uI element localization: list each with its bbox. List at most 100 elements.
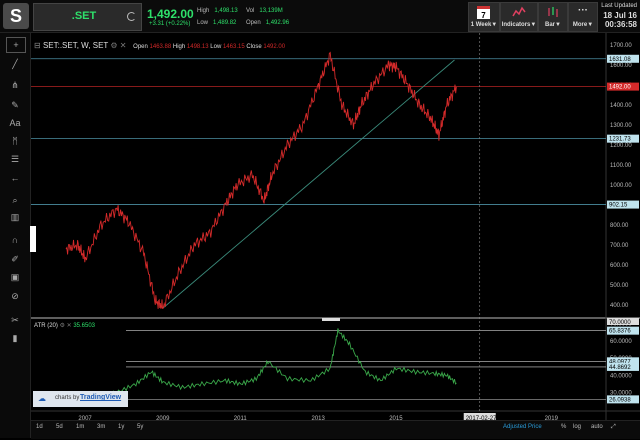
period-label: 1 Week▼ (470, 22, 498, 28)
x-tick-label: 2015 (389, 416, 403, 422)
symbol-search-box[interactable]: .SET (33, 3, 142, 31)
bar-type-button[interactable]: Bar▼ (538, 2, 568, 32)
legend-low-label: Low (210, 44, 222, 50)
range-5y[interactable]: 5y (137, 424, 144, 430)
legend-open-value: 1463.88 (149, 44, 172, 50)
lock-icon[interactable]: ▣ (10, 272, 20, 282)
last-updated-time: 00:36:58 (604, 20, 637, 29)
brush-icon[interactable]: ✎ (11, 100, 19, 110)
atr-tick-label: 40.0000 (610, 373, 632, 379)
y-tick-label: 1400.00 (610, 103, 632, 109)
text-tool-icon[interactable]: Aa (9, 118, 21, 128)
more-button[interactable]: ··· More▼ (568, 2, 598, 32)
range-3m[interactable]: 3m (97, 424, 106, 430)
trend-line-icon[interactable]: ╱ (12, 59, 18, 69)
indicators-button[interactable]: Indicators▼ (500, 2, 538, 32)
atr-legend: ATR (20) ⚙ ✕ 35.6503 (34, 322, 95, 329)
range-1m[interactable]: 1m (76, 424, 85, 430)
cloud-icon: ☁ (38, 394, 46, 403)
legend-settings-icon[interactable]: ⚙ ✕ (110, 41, 127, 50)
pitchfork-icon[interactable]: ⋔ (11, 80, 19, 90)
drawing-toolbar: + ╱ ⋔ ✎ Aa ᛗ ☰ ← ⌕ ▥ ∩ ✐ ▣ ⊘ ✂ ▮ (0, 33, 36, 438)
atr-settings-icon[interactable]: ⚙ ✕ (59, 323, 72, 329)
price-axis-highlight-label: 1231.73 (609, 137, 631, 143)
quote-low-label: Low (197, 20, 209, 26)
atr-value: 35.6503 (73, 323, 96, 329)
chart-area[interactable]: 400.00500.00600.00700.00800.00900.001000… (31, 33, 640, 438)
x-tick-label: 2009 (156, 416, 170, 422)
legend-open-label: Open (133, 44, 148, 50)
app-logo-icon[interactable]: S (3, 3, 29, 29)
atr-axis-highlight (607, 357, 639, 366)
price-axis-highlight (607, 134, 639, 143)
tradingview-branding[interactable]: ☁ charts by TradingView (33, 391, 128, 407)
bottom-bar: 1d 5d 1m 3m 1y 5y Adjusted Price % log a… (31, 420, 640, 439)
indicators-icon (512, 6, 526, 17)
magnet-icon[interactable]: ∩ (11, 235, 19, 245)
bar-type-label: Bar▼ (545, 22, 561, 28)
y-tick-label: 1200.00 (610, 143, 632, 149)
adjusted-price-toggle[interactable]: Adjusted Price (503, 424, 542, 430)
price-axis-highlight (607, 54, 639, 63)
more-dots-icon: ··· (578, 5, 588, 16)
last-updated-label: Last Updated (601, 3, 637, 9)
range-1y[interactable]: 1y (118, 424, 125, 430)
log-toggle[interactable]: log (573, 424, 582, 430)
quote-vol-value: 13,139M (259, 8, 283, 14)
bar-chart-icon (548, 7, 558, 17)
ruler-icon[interactable]: ▥ (10, 212, 20, 222)
last-price: 1,492.00 (147, 7, 194, 21)
price-chart[interactable]: 400.00500.00600.00700.00800.00900.001000… (31, 33, 640, 438)
y-tick-label: 600.00 (610, 263, 629, 269)
range-5d[interactable]: 5d (56, 424, 63, 430)
legend-close-label: Close (246, 44, 262, 50)
x-tick-label: 2007 (78, 416, 92, 422)
period-button[interactable]: 7 1 Week▼ (468, 2, 500, 32)
y-tick-label: 1700.00 (610, 43, 632, 49)
atr-axis-highlight-label: 65.8376 (609, 329, 631, 335)
pattern-icon[interactable]: ᛗ (12, 136, 18, 146)
calendar-icon: 7 (477, 6, 490, 20)
quote-open-value: 1,492.96 (265, 20, 290, 26)
price-axis-highlight-label: 1631.08 (609, 57, 631, 63)
remove-drawings-icon[interactable]: ✂ (11, 315, 19, 325)
atr-axis-highlight (607, 362, 639, 371)
price-axis-highlight (607, 200, 639, 209)
x-tick-label: 2011 (234, 416, 248, 422)
hide-drawings-icon[interactable]: ⊘ (11, 291, 19, 301)
chart-legend: ⊟ SET:.SET, W, SET ⚙ ✕ Open 1463.88 High… (34, 41, 285, 50)
legend-close-value: 1492.00 (263, 44, 286, 50)
refresh-icon[interactable] (127, 12, 136, 21)
atr-axis-highlight (607, 326, 639, 335)
fullscreen-icon[interactable]: ⤢ (611, 424, 616, 430)
x-tick-label: 2019 (545, 416, 559, 422)
atr-label: ATR (20) (34, 323, 58, 329)
y-tick-label: 1000.00 (610, 183, 632, 189)
branding-link[interactable]: TradingView (80, 394, 122, 401)
quote-open-label: Open (246, 20, 261, 26)
pencil-icon[interactable]: ✐ (11, 254, 19, 264)
crosshair-icon[interactable]: + (6, 37, 26, 53)
auto-toggle[interactable]: auto (591, 424, 603, 430)
fib-icon[interactable]: ☰ (10, 154, 20, 164)
current-date-label: 2017-02-27 (466, 416, 497, 422)
atr-axis-highlight-label: 44.8692 (609, 365, 631, 371)
pane-resize-handle[interactable] (322, 318, 340, 321)
price-axis-highlight-label: 1492.00 (609, 85, 631, 91)
last-updated: Last Updated 18 Jul 16 00:36:58 (601, 2, 637, 29)
collapse-icon[interactable]: ⊟ (34, 41, 41, 50)
zoom-icon[interactable]: ⌕ (12, 195, 18, 205)
trash-icon[interactable]: ▮ (12, 333, 18, 343)
atr-axis-highlight-label: 48.0977 (609, 359, 631, 365)
y-tick-label: 1600.00 (610, 63, 632, 69)
price-axis-highlight (607, 82, 639, 91)
percent-toggle[interactable]: % (561, 424, 567, 430)
legend-low-value: 1463.15 (222, 44, 245, 50)
toolbar-collapse-handle[interactable] (30, 226, 36, 252)
quote-vol-row: Vol 13,139M (246, 8, 283, 14)
atr-axis-highlight-label: 26.0938 (609, 397, 631, 403)
arrow-back-icon[interactable]: ← (10, 173, 20, 183)
quote-low-row: Low 1,489.82 (197, 20, 236, 26)
range-1d[interactable]: 1d (36, 424, 43, 430)
atr-tick-label: 30.0000 (610, 391, 632, 397)
